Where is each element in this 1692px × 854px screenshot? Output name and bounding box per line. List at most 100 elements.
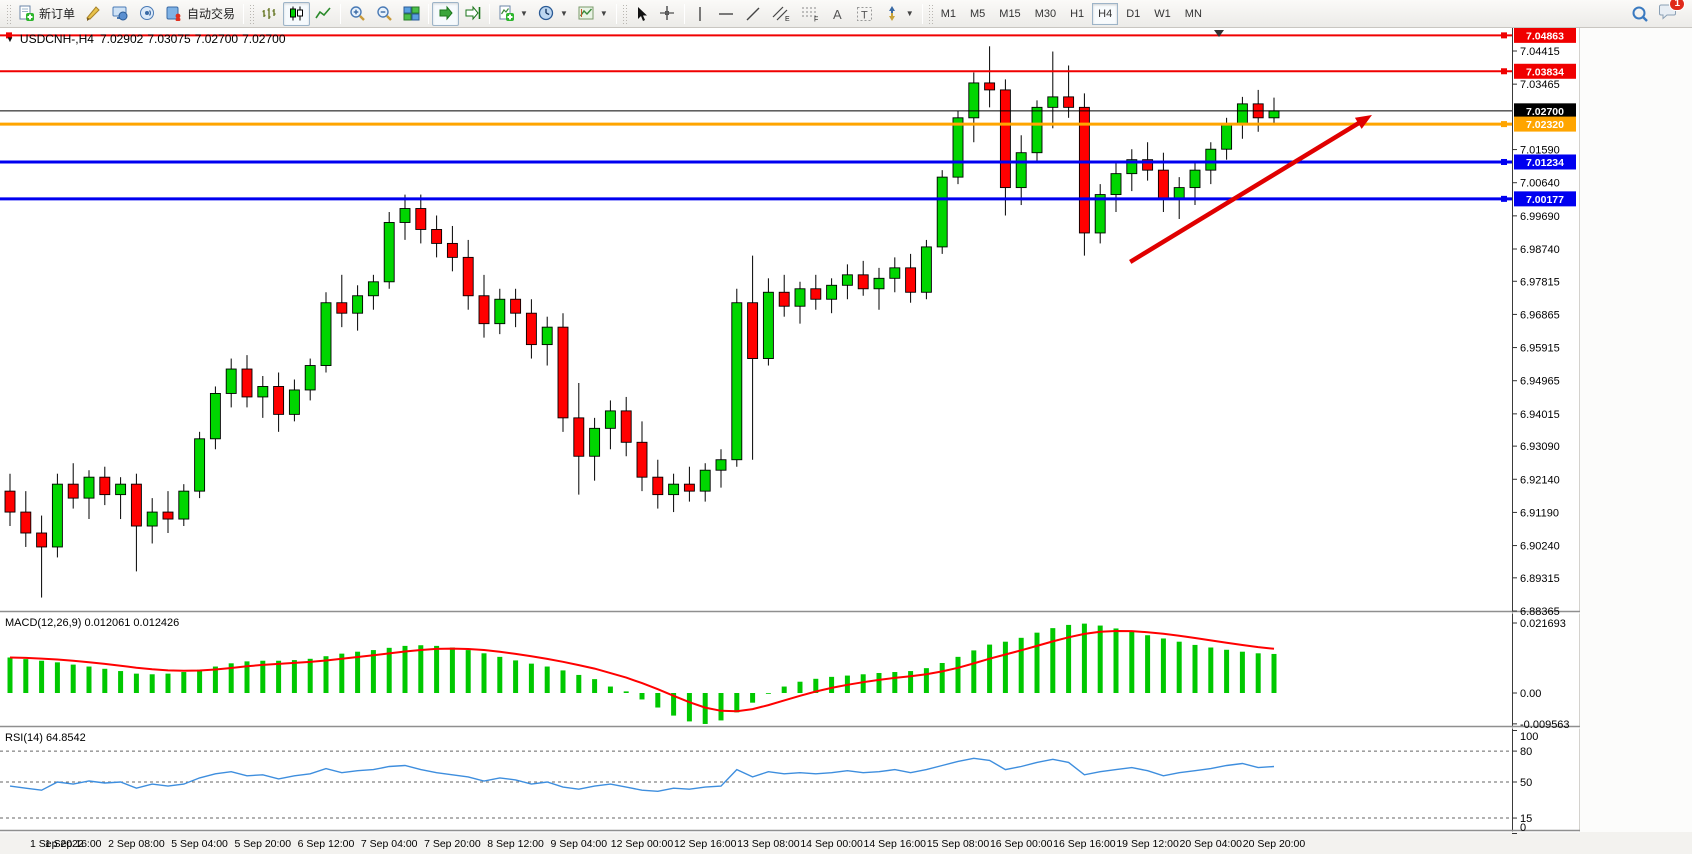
candle[interactable] bbox=[984, 82, 996, 91]
candle[interactable] bbox=[1047, 96, 1059, 108]
candle[interactable] bbox=[1015, 152, 1027, 189]
candle[interactable] bbox=[794, 288, 806, 307]
candle[interactable] bbox=[162, 511, 174, 520]
timeframe-W1[interactable]: W1 bbox=[1154, 7, 1171, 20]
candle[interactable] bbox=[652, 476, 664, 496]
candle[interactable] bbox=[762, 291, 774, 360]
timeframe-H1[interactable]: H1 bbox=[1070, 7, 1085, 20]
candle[interactable] bbox=[668, 483, 680, 496]
line-endpoint-marker[interactable] bbox=[1501, 68, 1507, 75]
candle[interactable] bbox=[810, 288, 822, 300]
candle[interactable] bbox=[352, 295, 364, 314]
candle[interactable] bbox=[178, 490, 190, 520]
timeframe-M15[interactable]: M15 bbox=[999, 7, 1021, 20]
candle[interactable] bbox=[778, 291, 790, 307]
zoom-in-button[interactable] bbox=[344, 2, 371, 26]
candle[interactable] bbox=[431, 229, 443, 244]
candle[interactable] bbox=[699, 469, 711, 492]
candle[interactable] bbox=[20, 511, 32, 534]
arrows-tool-button[interactable]: ▼ bbox=[879, 2, 919, 26]
candle[interactable] bbox=[573, 417, 585, 457]
cursor-tool-button[interactable] bbox=[629, 2, 654, 26]
candle[interactable] bbox=[905, 267, 917, 293]
candle[interactable] bbox=[273, 386, 285, 415]
candle[interactable] bbox=[415, 208, 427, 230]
candle[interactable] bbox=[304, 365, 316, 391]
line-endpoint-marker[interactable] bbox=[1501, 158, 1507, 165]
timeframe-M1[interactable]: M1 bbox=[940, 7, 956, 20]
candle[interactable] bbox=[367, 281, 379, 297]
candle[interactable] bbox=[1063, 96, 1075, 108]
vertical-line-tool-button[interactable] bbox=[688, 2, 713, 26]
candle[interactable] bbox=[683, 483, 695, 492]
timeframe-D1[interactable]: D1 bbox=[1126, 7, 1141, 20]
horizontal-line-tool-button[interactable] bbox=[713, 2, 740, 26]
chart-shift-marker-icon[interactable] bbox=[1214, 30, 1224, 37]
candle[interactable] bbox=[146, 511, 158, 527]
candle[interactable] bbox=[557, 326, 569, 419]
timeframe-H4[interactable]: H4 bbox=[1092, 2, 1119, 25]
line-endpoint-marker[interactable] bbox=[6, 32, 12, 39]
candle[interactable] bbox=[1268, 110, 1280, 119]
line-endpoint-marker[interactable] bbox=[1501, 32, 1507, 39]
candle[interactable] bbox=[1205, 148, 1217, 171]
candle[interactable] bbox=[636, 441, 648, 478]
candle[interactable] bbox=[115, 483, 127, 496]
trend-arrow-shaft[interactable] bbox=[1129, 119, 1363, 264]
candle[interactable] bbox=[257, 386, 269, 398]
candle[interactable] bbox=[1094, 194, 1106, 234]
candle[interactable] bbox=[1221, 124, 1233, 150]
fibonacci-tool-button[interactable]: F bbox=[796, 2, 825, 26]
line-chart-button[interactable] bbox=[310, 2, 337, 26]
periods-button[interactable]: ▼ bbox=[533, 2, 573, 26]
candle[interactable] bbox=[478, 295, 490, 325]
line-endpoint-marker[interactable] bbox=[1501, 121, 1507, 128]
candle[interactable] bbox=[889, 267, 901, 279]
candle[interactable] bbox=[936, 176, 948, 248]
candle[interactable] bbox=[510, 298, 522, 314]
candlestick-chart-button[interactable] bbox=[283, 1, 311, 26]
new-order-button[interactable]: 新订单 bbox=[13, 2, 80, 26]
candle[interactable] bbox=[857, 274, 869, 290]
search-icon[interactable] bbox=[1631, 5, 1649, 23]
candle[interactable] bbox=[841, 274, 853, 286]
candle[interactable] bbox=[541, 326, 553, 346]
candle[interactable] bbox=[525, 312, 537, 346]
candle[interactable] bbox=[1078, 106, 1090, 234]
notifications-container[interactable]: 1 bbox=[1659, 0, 1685, 25]
candle[interactable] bbox=[83, 476, 95, 499]
candle[interactable] bbox=[36, 532, 48, 548]
candle[interactable] bbox=[873, 277, 885, 290]
line-endpoint-marker[interactable] bbox=[1501, 195, 1507, 202]
candle[interactable] bbox=[67, 483, 79, 499]
candle[interactable] bbox=[320, 302, 332, 366]
candle[interactable] bbox=[1236, 103, 1248, 126]
candle[interactable] bbox=[747, 302, 759, 360]
chart-canvas[interactable]: 7.04415 7.03465 7.01590 7.00640 6.99690 6.987… bbox=[0, 28, 1692, 854]
candle[interactable] bbox=[1126, 159, 1138, 175]
auto-scroll-button[interactable] bbox=[432, 1, 460, 26]
label-tool-button[interactable]: T bbox=[851, 2, 879, 26]
candle[interactable] bbox=[826, 284, 838, 300]
text-tool-button[interactable]: A bbox=[825, 2, 851, 26]
candle[interactable] bbox=[99, 476, 111, 496]
timeframe-M5[interactable]: M5 bbox=[970, 7, 986, 20]
candle[interactable] bbox=[715, 459, 727, 471]
candle[interactable] bbox=[1189, 169, 1201, 189]
signals-button[interactable] bbox=[134, 2, 161, 26]
candle[interactable] bbox=[225, 368, 237, 394]
timeframe-MN[interactable]: MN bbox=[1184, 7, 1202, 20]
candle[interactable] bbox=[494, 298, 506, 325]
candle[interactable] bbox=[1173, 187, 1185, 199]
candle[interactable] bbox=[241, 368, 253, 398]
candle[interactable] bbox=[731, 302, 743, 461]
candle[interactable] bbox=[920, 246, 932, 293]
candle[interactable] bbox=[194, 438, 206, 492]
candle[interactable] bbox=[1142, 159, 1154, 171]
candle[interactable] bbox=[288, 389, 300, 415]
terminal-button[interactable] bbox=[107, 2, 134, 26]
candle[interactable] bbox=[462, 256, 474, 297]
candle[interactable] bbox=[446, 242, 458, 258]
candle[interactable] bbox=[383, 222, 395, 283]
trend-arrow-head[interactable] bbox=[1354, 115, 1372, 129]
